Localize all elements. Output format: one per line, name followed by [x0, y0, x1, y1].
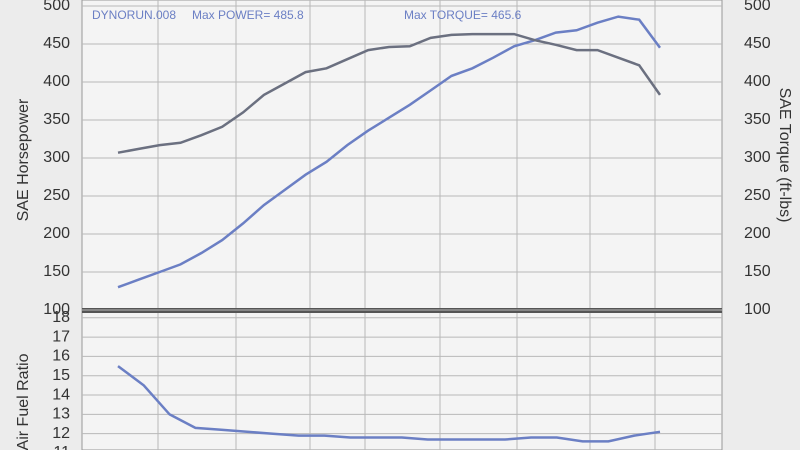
- y-tick-label: 13: [52, 406, 70, 423]
- run-name: DYNORUN.008: [92, 8, 176, 22]
- y2-tick-label: 200: [744, 225, 771, 242]
- y2-tick-label: 500: [744, 0, 771, 14]
- plot-area: [81, 0, 723, 450]
- y2-tick-label: 400: [744, 73, 771, 90]
- y2-tick-label: 150: [744, 263, 771, 280]
- y-tick-label: 300: [43, 149, 70, 166]
- y-tick-label: 18: [52, 309, 70, 326]
- y2-tick-label: 300: [744, 149, 771, 166]
- y-tick-label: 450: [43, 35, 70, 52]
- data-line: [117, 15, 662, 289]
- y2-axis-label: SAE Torque (ft-lbs): [776, 88, 793, 223]
- y-tick-label: 500: [43, 0, 70, 14]
- data-line: [117, 32, 662, 154]
- y-tick-label: 350: [43, 111, 70, 128]
- max-torque: Max TORQUE= 465.6: [404, 8, 522, 22]
- y-tick-label: 14: [52, 386, 70, 403]
- y-tick-label: 400: [43, 73, 70, 90]
- y-tick-label: 16: [52, 348, 70, 365]
- y-axis-label: SAE Horsepower: [15, 98, 32, 221]
- vertical-grid: [157, 0, 656, 450]
- max-power: Max POWER= 485.8: [192, 8, 304, 22]
- y-tick-label: 15: [52, 367, 70, 384]
- y-tick-label: 150: [43, 263, 70, 280]
- y-tick-label: 200: [43, 225, 70, 242]
- y-tick-label: 100: [43, 301, 70, 318]
- y2-tick-label: 100: [744, 301, 771, 318]
- y-tick-label: 250: [43, 187, 70, 204]
- afr-axis-label: Air Fuel Ratio: [15, 353, 32, 450]
- y-tick-label: 11: [53, 444, 70, 450]
- data-line: [117, 365, 661, 443]
- y2-tick-label: 450: [744, 35, 771, 52]
- y-tick-label: 17: [52, 328, 70, 345]
- y2-tick-label: 350: [744, 111, 771, 128]
- y-tick-label: 12: [52, 425, 70, 442]
- y2-tick-label: 250: [744, 187, 771, 204]
